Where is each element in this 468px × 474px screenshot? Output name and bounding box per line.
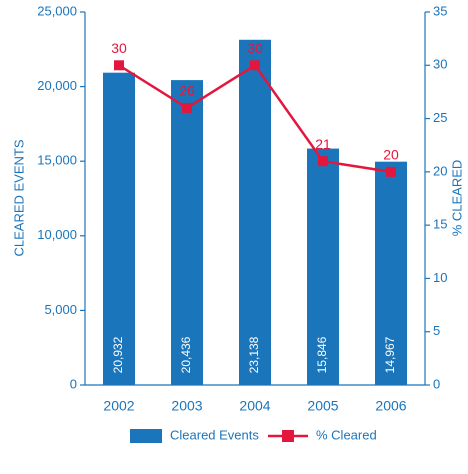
y-axis-label: CLEARED EVENTS <box>11 139 26 256</box>
line-value-label: 26 <box>179 83 195 99</box>
bar <box>239 39 271 386</box>
y-tick-label: 10,000 <box>37 227 77 242</box>
bar-value-label: 20,932 <box>111 336 125 373</box>
bar <box>103 72 135 386</box>
bar-value-label: 23,138 <box>247 336 261 373</box>
y2-tick-label: 25 <box>433 110 447 125</box>
y2-tick-label: 10 <box>433 270 447 285</box>
line-marker <box>250 60 260 71</box>
y2-tick-label: 30 <box>433 57 447 72</box>
bar <box>375 161 407 385</box>
line-marker <box>386 166 396 177</box>
x-tick-label: 2003 <box>171 398 202 414</box>
y2-tick-label: 5 <box>433 323 440 338</box>
legend-swatch <box>282 430 294 442</box>
line-value-label: 30 <box>111 40 127 56</box>
line-value-label: 30 <box>247 40 263 56</box>
x-tick-label: 2002 <box>103 398 134 414</box>
bar-value-label: 14,967 <box>383 336 397 373</box>
y-tick-label: 5,000 <box>44 302 77 317</box>
legend-swatch <box>130 429 162 443</box>
bar <box>307 148 339 385</box>
y2-tick-label: 20 <box>433 163 447 178</box>
line-marker <box>114 60 124 71</box>
y-tick-label: 0 <box>70 376 77 391</box>
line-marker <box>182 102 192 113</box>
bar <box>171 80 203 385</box>
line-marker <box>318 156 328 167</box>
x-tick-label: 2004 <box>239 398 270 414</box>
y-tick-label: 15,000 <box>37 153 77 168</box>
x-tick-label: 2005 <box>307 398 338 414</box>
y2-tick-label: 15 <box>433 217 447 232</box>
legend-label: % Cleared <box>316 427 377 442</box>
bar-value-label: 20,436 <box>179 336 193 373</box>
line-value-label: 21 <box>315 136 331 152</box>
y2-axis-label: % CLEARED <box>449 160 464 237</box>
y2-tick-label: 35 <box>433 3 447 18</box>
legend-label: Cleared Events <box>170 427 259 442</box>
bar-value-label: 15,846 <box>315 336 329 373</box>
y-tick-label: 20,000 <box>37 78 77 93</box>
line-value-label: 20 <box>383 147 399 163</box>
y2-tick-label: 0 <box>433 376 440 391</box>
x-tick-label: 2006 <box>375 398 406 414</box>
y-tick-label: 25,000 <box>37 3 77 18</box>
